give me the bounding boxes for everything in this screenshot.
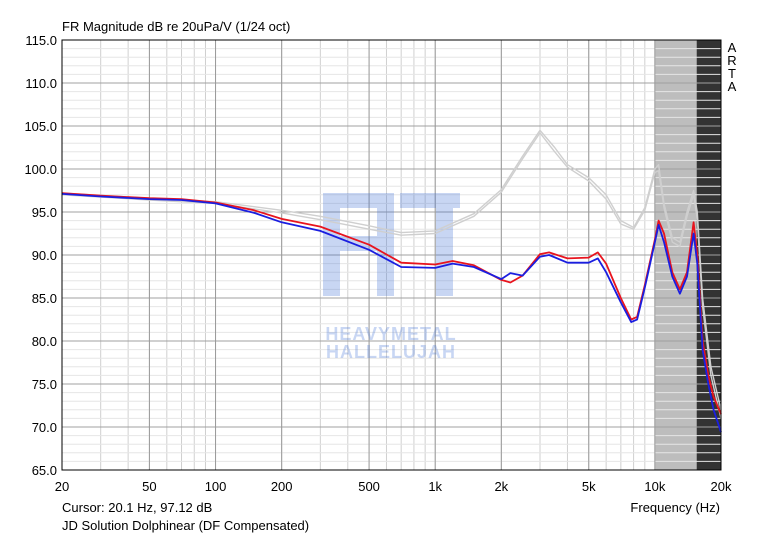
y-tick-label: 85.0	[32, 291, 57, 306]
y-tick-label: 105.0	[24, 119, 57, 134]
x-axis-label: Frequency (Hz)	[630, 500, 720, 515]
y-tick-label: 95.0	[32, 205, 57, 220]
chart-caption: JD Solution Dolphinear (DF Compensated)	[62, 518, 310, 533]
x-tick-label: 20k	[711, 479, 732, 494]
x-tick-label: 200	[271, 479, 293, 494]
x-tick-label: 50	[142, 479, 156, 494]
x-tick-label: 20	[55, 479, 69, 494]
series-line-gray	[61, 132, 722, 419]
y-tick-label: 80.0	[32, 334, 57, 349]
side-label-letter: A	[727, 40, 737, 55]
x-tick-label: 100	[205, 479, 227, 494]
y-tick-label: 90.0	[32, 248, 57, 263]
y-tick-label: 115.0	[25, 33, 57, 48]
plot-frame	[61, 39, 722, 471]
series-line-blue	[61, 193, 722, 433]
watermark-logo: HEAVYMETAL HALLELUJAH	[323, 193, 460, 362]
chart-title: FR Magnitude dB re 20uPa/V (1/24 oct)	[62, 19, 291, 34]
x-tick-label: 2k	[494, 479, 508, 494]
series-line-red	[61, 192, 722, 415]
y-tick-label: 65.0	[32, 463, 57, 478]
y-tick-label: 75.0	[32, 377, 57, 392]
side-label-letter: A	[727, 79, 737, 94]
series-line-gray	[61, 129, 722, 410]
x-tick-label: 1k	[428, 479, 442, 494]
side-label-letter: R	[727, 53, 737, 68]
x-tick-label: 5k	[582, 479, 596, 494]
cursor-readout: Cursor: 20.1 Hz, 97.12 dB	[62, 500, 213, 515]
y-tick-label: 100.0	[24, 162, 57, 177]
side-label-letter: T	[728, 66, 736, 81]
x-tick-label: 10k	[644, 479, 665, 494]
watermark-line-2: HALLELUJAH	[326, 342, 456, 362]
watermark-line-1: HEAVYMETAL	[325, 324, 456, 344]
x-tick-label: 500	[358, 479, 380, 494]
y-tick-label: 110.0	[25, 76, 57, 91]
y-tick-label: 70.0	[32, 420, 57, 435]
